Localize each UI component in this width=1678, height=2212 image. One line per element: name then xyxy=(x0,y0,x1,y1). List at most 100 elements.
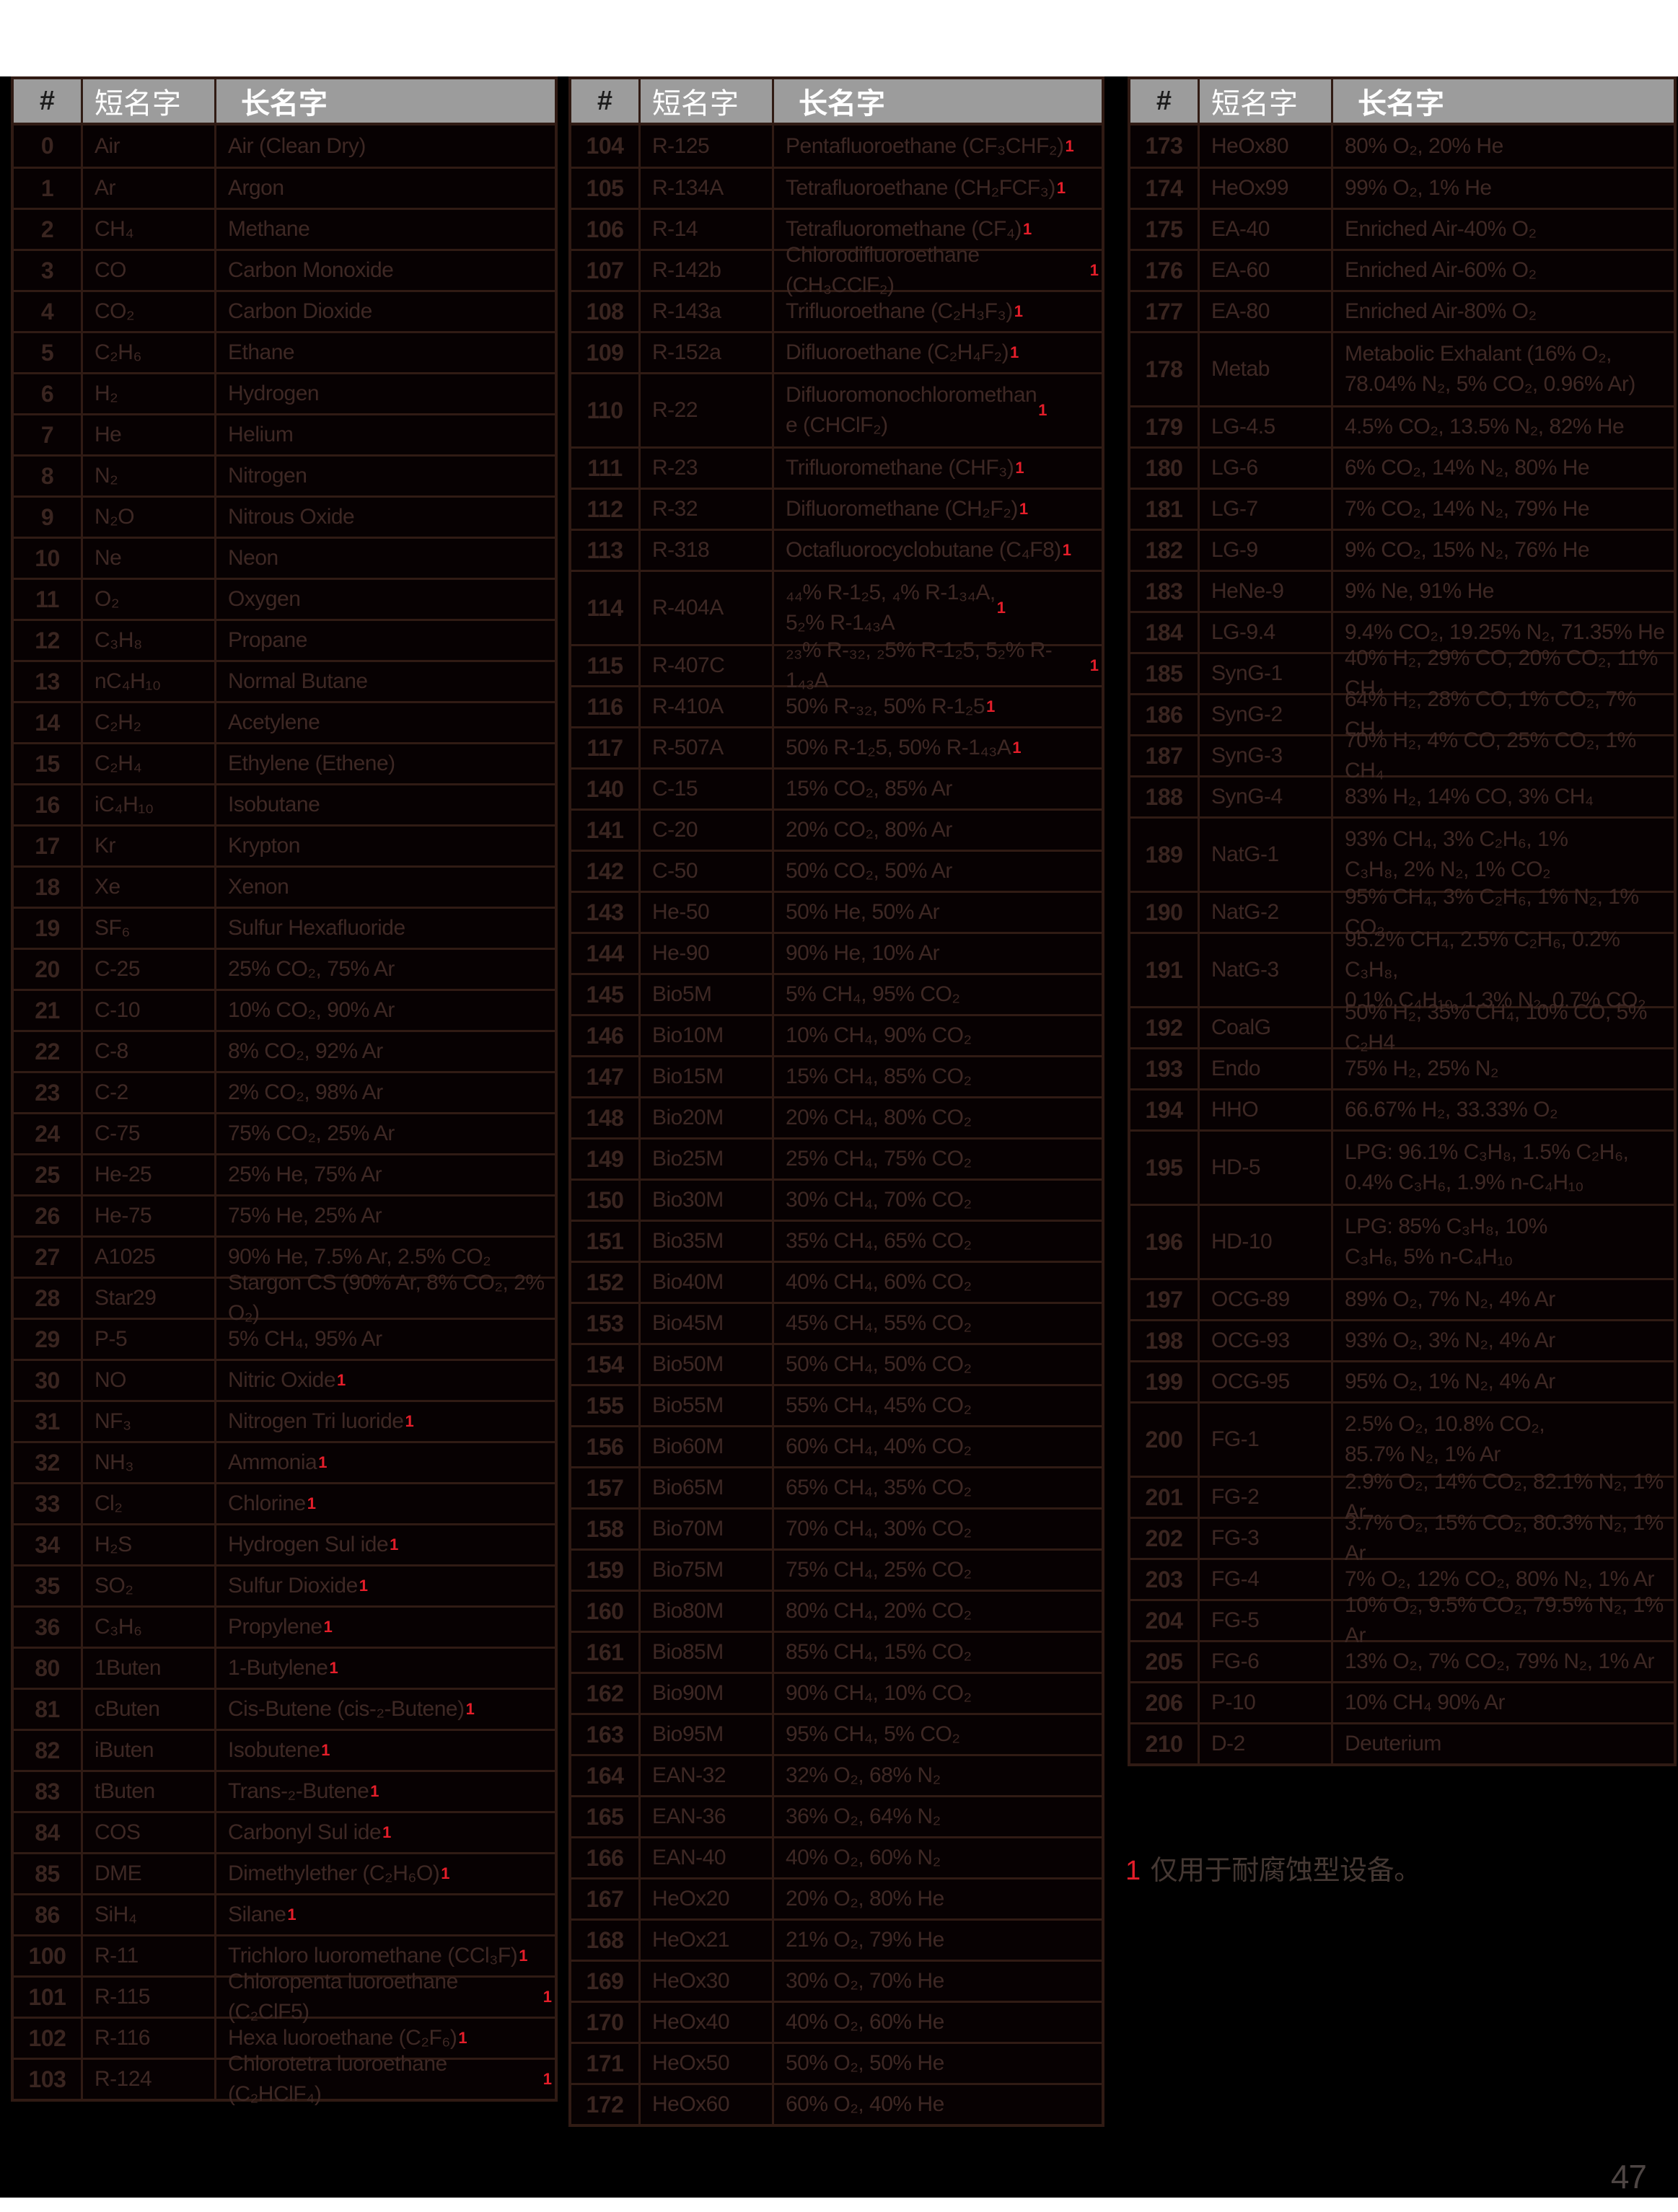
table-row: 0 Air Air (Clean Dry) xyxy=(14,125,555,167)
gas-long-name-text: Acetylene xyxy=(228,710,320,734)
gas-short-name: Bio75M xyxy=(641,1551,774,1590)
table-row: 100 R-11 Trichloro luoromethane (CCl₃F) 1 xyxy=(14,1934,555,1975)
gas-short-name: tButen xyxy=(83,1772,216,1811)
gas-long-name-text: 50% R-1₂5, 50% R-1₄₃A xyxy=(786,736,1011,759)
gas-long-name: 9% CO₂, 15% N₂, 76% He xyxy=(1333,531,1674,570)
page-background-panel: # 短名字 长名字 0 Air Air (Clean Dry) 1 Ar Argon 2 CH… xyxy=(0,76,1678,2198)
gas-number: 210 xyxy=(1130,1724,1200,1763)
table-header: # 短名字 长名字 xyxy=(14,79,555,125)
gas-long-name-text: 90% He, 7.5% Ar, 2.5% CO₂ xyxy=(228,1245,491,1269)
gas-long-name: 25% He, 75% Ar xyxy=(216,1155,555,1194)
gas-short-name: SF₆ xyxy=(83,909,216,948)
gas-long-name-text: Hexa luoroethane (C₂F₆) xyxy=(228,2026,457,2050)
table-row: 28 Star29 Stargon CS (90% Ar, 8% CO₂, 2% O… xyxy=(14,1271,555,1325)
gas-long-name-text: 10% O₂, 9.5% CO₂, 79.5% N₂, 1% Ar xyxy=(1345,1593,1664,1647)
gas-long-name-text: 75% CO₂, 25% Ar xyxy=(228,1122,395,1145)
table-row: 163 Bio95M 95% CH₄, 5% CO₂ xyxy=(571,1713,1102,1754)
gas-short-name: He-50 xyxy=(641,893,774,932)
gas-long-name-text: 95% CH₄, 3% C₂H₆, 1% N₂, 1% CO₂ xyxy=(1345,885,1639,939)
table-row: 168 HeOx21 21% O₂, 79% He xyxy=(571,1918,1102,1960)
gas-number: 180 xyxy=(1130,449,1200,488)
gas-short-name: FG-4 xyxy=(1200,1560,1333,1599)
table-row: 187 SynG-3 70% H₂, 4% CO, 25% CO₂, 1% CH₄ xyxy=(1130,728,1674,783)
gas-short-name: Bio70M xyxy=(641,1510,774,1548)
gas-short-name: Bio30M xyxy=(641,1181,774,1220)
table-row: 193 Endo 75% H₂, 25% N₂ xyxy=(1130,1047,1674,1088)
gas-short-name: iC₄H₁₀ xyxy=(83,785,216,824)
gas-long-name-text: Chloropenta luoroethane (C₂ClF5) xyxy=(228,1970,458,2024)
table-row: 26 He-75 75% He, 25% Ar xyxy=(14,1194,555,1235)
table-row: 185 SynG-1 40% H₂, 29% CO, 20% CO₂, 11% CH… xyxy=(1130,646,1674,700)
gas-long-name-text: Difluoroethane (C₂H₄F₂) xyxy=(786,340,1009,364)
gas-long-name: 20% O₂, 80% He xyxy=(774,1880,1102,1918)
table-row: 15 C₂H₄ Ethylene (Ethene) xyxy=(14,742,555,783)
gas-long-name-text: 75% H₂, 25% N₂ xyxy=(1345,1057,1499,1080)
gas-short-name: N₂O xyxy=(83,498,216,537)
table-row: 35 SO₂ Sulfur Dioxide 1 xyxy=(14,1564,555,1605)
gas-number: 30 xyxy=(14,1361,83,1400)
table-row: 101 R-115 Chloropenta luoroethane (C₂ClF5)… xyxy=(14,1970,555,2024)
gas-long-name: 89% O₂, 7% N₂, 4% Ar xyxy=(1333,1280,1674,1319)
gas-short-name: CH₄ xyxy=(83,210,216,249)
gas-long-name-text: Normal Butane xyxy=(228,669,368,693)
gas-short-name: NatG-3 xyxy=(1200,934,1333,1006)
gas-number: 199 xyxy=(1130,1362,1200,1401)
table-row: 7 He Helium xyxy=(14,413,555,454)
gas-short-name: He-75 xyxy=(83,1197,216,1235)
gas-number: 105 xyxy=(571,169,641,208)
gas-long-name-text: 30% CH₄, 70% CO₂ xyxy=(786,1188,972,1212)
table-row: 5 C₂H₆ Ethane xyxy=(14,331,555,372)
table-row: 33 Cl₂ Chlorine 1 xyxy=(14,1482,555,1523)
gas-long-name-text: Argon xyxy=(228,176,284,200)
gas-short-name: LG-7 xyxy=(1200,490,1333,529)
gas-number: 12 xyxy=(14,621,83,660)
gas-long-name-text: 32% O₂, 68% N₂ xyxy=(786,1763,941,1787)
gas-long-name: Argon xyxy=(216,169,555,208)
gas-long-name: 45% CH₄, 55% CO₂ xyxy=(774,1304,1102,1343)
gas-short-name: FG-3 xyxy=(1200,1519,1333,1558)
table-row: 161 Bio85M 85% CH₄, 15% CO₂ xyxy=(571,1631,1102,1672)
gas-number: 169 xyxy=(571,1962,641,2001)
gas-long-name: Chlorotetra luoroethane (C₂HClF₄) 1 xyxy=(216,2052,555,2106)
gas-long-name: 21% O₂, 79% He xyxy=(774,1921,1102,1960)
gas-short-name: HHO xyxy=(1200,1090,1333,1129)
gas-long-name: Carbonyl Sul ide 1 xyxy=(216,1813,555,1852)
gas-long-name-text: 60% CH₄, 40% CO₂ xyxy=(786,1435,972,1458)
table-row: 173 HeOx80 80% O₂, 20% He xyxy=(1130,125,1674,167)
gas-long-name-text: 13% O₂, 7% CO₂, 79% N₂, 1% Ar xyxy=(1345,1649,1654,1673)
gas-long-name: 9.4% CO₂, 19.25% N₂, 71.35% He xyxy=(1333,613,1674,652)
gas-number: 188 xyxy=(1130,777,1200,816)
gas-long-name-text: ₄₄% R-1₂5, ₄% R-1₃₄A, 5₂% R-1₄₃A xyxy=(786,581,996,635)
table-row: 159 Bio75M 75% CH₄, 25% CO₂ xyxy=(571,1548,1102,1590)
gas-long-name-text: 40% O₂, 60% He xyxy=(786,2010,944,2034)
table-row: 2 CH₄ Methane xyxy=(14,208,555,249)
gas-long-name-text: Isobutane xyxy=(228,793,320,816)
gas-long-name-text: Octafluorocyclobutane (C₄F8) xyxy=(786,538,1061,562)
gas-number: 19 xyxy=(14,909,83,948)
gas-number: 4 xyxy=(14,292,83,331)
gas-short-name: COS xyxy=(83,1813,216,1852)
gas-short-name: C₃H₈ xyxy=(83,621,216,660)
gas-long-name: Chlorodifluoroethane (CH₃CClF₂) 1 xyxy=(774,243,1102,297)
gas-long-name-text: Dimethylether (C₂H₆O) xyxy=(228,1861,440,1885)
gas-short-name: P-10 xyxy=(1200,1683,1333,1722)
table-row: 157 Bio65M 65% CH₄, 35% CO₂ xyxy=(571,1466,1102,1507)
gas-number: 81 xyxy=(14,1690,83,1729)
table-row: 155 Bio55M 55% CH₄, 45% CO₂ xyxy=(571,1384,1102,1425)
gas-number: 11 xyxy=(14,580,83,619)
gas-long-name: 10% CH₄, 90% CO₂ xyxy=(774,1016,1102,1055)
gas-long-name: 99% O₂, 1% He xyxy=(1333,169,1674,208)
gas-long-name-text: Trans-₂-Butene xyxy=(228,1779,369,1803)
table-row: 203 FG-4 7% O₂, 12% CO₂, 80% N₂, 1% Ar xyxy=(1130,1558,1674,1599)
gas-number: 162 xyxy=(571,1674,641,1713)
gas-short-name: R-142b xyxy=(641,251,774,290)
gas-long-name: 60% CH₄, 40% CO₂ xyxy=(774,1427,1102,1466)
column-header-long-name: 长名字 xyxy=(1358,88,1444,120)
gas-number: 143 xyxy=(571,893,641,932)
table-row: 114 R-404A ₄₄% R-1₂5, ₄% R-1₃₄A, 5₂% R-1₄₃… xyxy=(571,570,1102,644)
gas-long-name-text: 50% H₂, 35% CH₄, 10% CO, 5% C₂H4 xyxy=(1345,1000,1647,1054)
gas-short-name: R-116 xyxy=(83,2019,216,2058)
gas-number: 8 xyxy=(14,457,83,495)
gas-number: 203 xyxy=(1130,1560,1200,1599)
